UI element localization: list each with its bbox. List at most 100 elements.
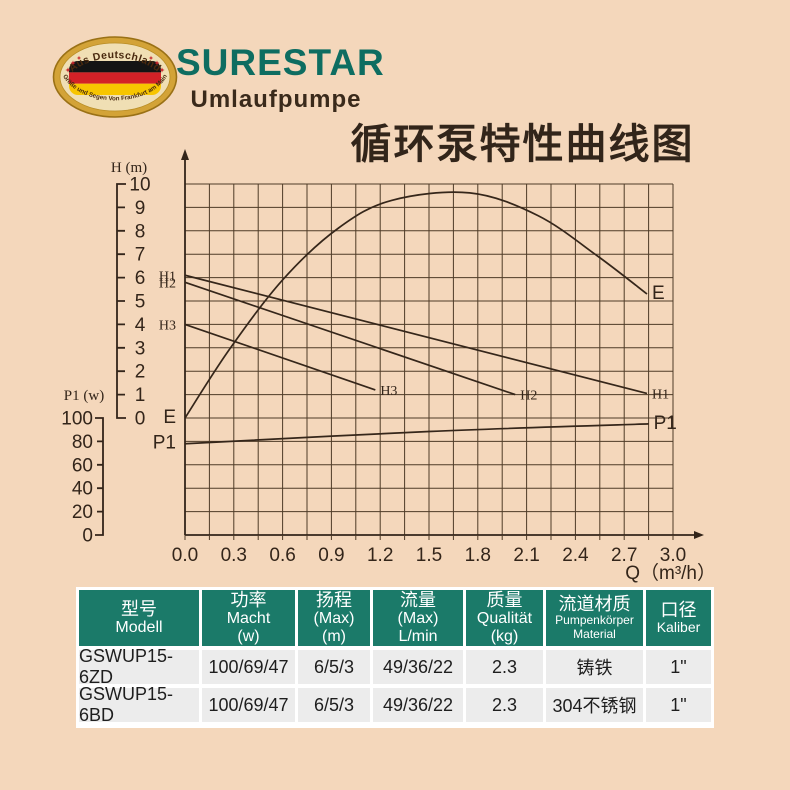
table-header-line: (kg) — [490, 628, 519, 646]
table-cell: GSWUP15-6BD — [79, 684, 199, 725]
curve-label-right-E: E — [652, 283, 665, 304]
head-tick-label: 10 — [129, 175, 150, 196]
table-header-line: (Max) — [397, 610, 439, 628]
x-tick-label: 0.6 — [269, 545, 295, 566]
table-header-col-3: 流量 (Max) L/min — [373, 590, 463, 646]
power-axis-title: P1 (w) — [64, 388, 104, 404]
curve-label-left-H3: H3 — [159, 318, 176, 333]
table-header-line: 扬程 — [316, 590, 352, 611]
x-tick-label: 2.1 — [513, 545, 539, 566]
table-cell: 100/69/47 — [202, 688, 295, 722]
table-header-col-1: 功率 Macht (w) — [202, 590, 295, 646]
curve-label-left-H1: H1 — [159, 269, 176, 284]
table-header-col-6: 口径 Kaliber — [646, 590, 711, 646]
x-tick-label: 1.2 — [367, 545, 393, 566]
head-tick-label: 8 — [135, 221, 146, 242]
y-axis-arrow — [181, 149, 189, 160]
x-tick-label: 1.5 — [416, 545, 442, 566]
x-tick-label: 0.3 — [221, 545, 247, 566]
curve-label-left-P1: P1 — [153, 433, 176, 454]
table-cell: 6/5/3 — [298, 688, 370, 722]
brand-block: SURESTAR Umlaufpumpe — [176, 42, 385, 114]
table-header-line: Macht — [226, 610, 271, 628]
page-title: 循环泵特性曲线图 — [350, 121, 695, 167]
table-cell: 304不锈钢 — [546, 688, 643, 722]
power-tick-label: 80 — [72, 432, 93, 453]
table-cell: 2.3 — [466, 688, 543, 722]
table-cell: 2.3 — [466, 650, 543, 684]
power-tick-label: 60 — [72, 455, 93, 476]
table-header-line: (m) — [322, 628, 346, 646]
power-scale-ticks — [97, 440, 103, 513]
brand-badge: Aus Deutschland Größe und Segen Von Fran… — [52, 36, 178, 118]
curve-label-right-H2: H2 — [520, 389, 537, 404]
table-header-col-2: 扬程 (Max) (m) — [298, 590, 370, 646]
head-tick-label: 6 — [135, 268, 146, 289]
head-tick-label: 9 — [135, 198, 146, 219]
x-tick-label: 0.9 — [318, 545, 344, 566]
x-tick-label: 3.0 — [660, 545, 686, 566]
table-header-line: 型号 — [121, 598, 157, 619]
chart-grid — [184, 183, 674, 536]
x-tick-label: 2.4 — [562, 545, 589, 566]
table-header-line: 流量 — [400, 590, 436, 611]
power-tick-label: 20 — [72, 502, 93, 523]
x-tick-label: 2.7 — [611, 545, 637, 566]
curve-H3 — [184, 323, 376, 391]
table-header-line: (Max) — [313, 610, 355, 628]
head-tick-label: 4 — [135, 315, 146, 336]
curve-label-right-P1: P1 — [654, 413, 677, 434]
curve-P1 — [184, 423, 649, 445]
brand-name: SURESTAR — [176, 42, 385, 83]
table-header-line: 口径 — [660, 600, 697, 621]
power-scale-bracket — [95, 417, 104, 536]
table-cell: 铸铁 — [546, 650, 643, 684]
x-tick-label: 0.0 — [172, 545, 198, 566]
table-cell: 49/36/22 — [373, 688, 463, 722]
table-header-line: L/min — [398, 628, 438, 646]
x-axis-arrow — [694, 531, 704, 539]
table-header-col-0: 型号 Modell — [79, 590, 199, 646]
table-header-line: Qualität — [476, 610, 533, 628]
table-header-line: Kaliber — [656, 619, 701, 636]
table-cell: 49/36/22 — [373, 650, 463, 684]
power-tick-label: 40 — [72, 479, 93, 500]
x-axis-ticks — [184, 535, 674, 540]
head-scale-ticks — [117, 206, 125, 396]
table-cell: 1" — [646, 650, 711, 684]
curve-label-left-H2: H2 — [159, 276, 176, 291]
head-tick-label: 2 — [135, 362, 146, 383]
head-axis-title: H (m) — [111, 160, 147, 176]
curve-label-right-H1: H1 — [652, 387, 669, 402]
power-tick-label: 100 — [61, 409, 93, 430]
curve-H2 — [184, 281, 516, 396]
curve-E — [184, 191, 648, 419]
table-header-line: Pumpenkörper — [555, 613, 634, 628]
x-axis-title: Q（m³/h） — [625, 562, 716, 584]
table-header-line: (w) — [237, 628, 260, 646]
table-cell: GSWUP15-6ZD — [79, 646, 199, 687]
spec-table: 型号 Modell 功率 Macht (w) 扬程 (Max) (m) 流量 (Max) L/min… — [76, 587, 714, 728]
head-tick-label: 7 — [135, 245, 146, 266]
german-flag — [69, 61, 161, 95]
table-header-line: Material — [573, 627, 616, 642]
table-header-line: Modell — [115, 619, 163, 637]
curve-label-right-H3: H3 — [380, 384, 397, 399]
table-header-col-4: 质量 Qualität (kg) — [466, 590, 543, 646]
brand-subtitle: Umlaufpumpe — [190, 85, 362, 113]
power-tick-label: 0 — [82, 526, 93, 547]
table-header-col-5: 流道材质 Pumpenkörper Material — [546, 590, 643, 646]
x-tick-label: 1.8 — [465, 545, 491, 566]
table-header-line: 功率 — [230, 590, 267, 611]
head-tick-label: 1 — [135, 385, 146, 406]
curve-H1 — [184, 274, 648, 395]
head-tick-label: 0 — [135, 409, 146, 430]
table-header-line: 流道材质 — [558, 594, 631, 615]
head-tick-label: 5 — [135, 292, 146, 313]
table-cell: 1" — [646, 688, 711, 722]
badge-stars — [65, 55, 165, 73]
curve-label-left-E: E — [163, 407, 176, 428]
head-tick-label: 3 — [135, 338, 146, 359]
table-cell: 6/5/3 — [298, 650, 370, 684]
